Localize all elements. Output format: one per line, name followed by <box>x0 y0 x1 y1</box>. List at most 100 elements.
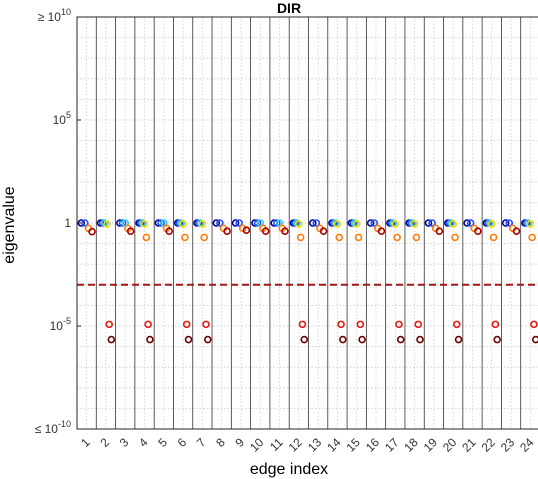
eigenvalue-point <box>526 220 535 228</box>
eigenvalue-point <box>333 220 342 228</box>
eigenvalue-point <box>312 219 321 227</box>
eigenvalue-point <box>531 335 538 344</box>
eigenvalue-point <box>463 219 471 227</box>
eigenvalue-point <box>281 227 289 235</box>
eigenvalue-point <box>358 335 366 344</box>
eigenvalue-point <box>223 227 231 235</box>
x-tick-label: 23 <box>498 435 518 455</box>
eigenvalue-point <box>273 219 281 227</box>
eigenvalue-point <box>203 335 212 344</box>
x-tick-label: 12 <box>286 435 306 455</box>
eigenvalue-point <box>295 220 303 228</box>
eigenvalue-point <box>474 227 482 235</box>
eigenvalue-point <box>396 335 405 344</box>
x-tick-label: 8 <box>213 435 228 450</box>
eigenvalue-point <box>242 226 251 234</box>
eigenvalue-point <box>308 219 317 227</box>
eigenvalue-point <box>356 320 365 329</box>
x-tick-label: 13 <box>305 435 325 455</box>
x-tick-label: 2 <box>97 435 112 450</box>
eigenvalue-point <box>107 335 116 344</box>
eigenvalue-point <box>393 233 401 242</box>
x-tick-label: 7 <box>194 435 209 450</box>
eigenvalue-point <box>157 219 165 227</box>
x-tick-label: 15 <box>344 435 364 455</box>
eigenvalue-point <box>530 320 538 329</box>
eigenvalue-point <box>466 219 475 227</box>
x-tick-label: 20 <box>440 435 460 455</box>
eigenvalue-point <box>424 219 433 227</box>
eigenvalue-point <box>105 320 113 329</box>
eigenvalue-point <box>493 335 501 344</box>
eigenvalue-point <box>505 219 514 227</box>
eigenvalue-point <box>181 233 189 242</box>
eigenvalue-point <box>179 220 187 228</box>
edge-separators <box>86 17 531 429</box>
eigenvalue-point <box>339 335 347 344</box>
y-tick-label: 105 <box>53 110 71 127</box>
eigenvalue-point <box>435 227 444 235</box>
x-tick-label: 16 <box>363 435 383 455</box>
eigenvalue-point <box>103 220 111 228</box>
eigenvalue-point <box>414 320 423 329</box>
x-tick-label: 5 <box>155 435 170 450</box>
eigenvalue-point <box>212 219 221 227</box>
eigenvalue-point <box>300 335 309 344</box>
x-tick-label: 17 <box>382 435 402 455</box>
eigenvalue-point <box>449 220 457 228</box>
x-tick-label: 9 <box>232 435 247 450</box>
x-tick-label: 18 <box>401 435 421 455</box>
eigenvalue-point <box>512 227 521 235</box>
y-tick-label: ≤ 10-10 <box>35 419 71 436</box>
y-tick-labels: ≥ 1010 105 1 10-5 ≤ 10-10 <box>35 7 81 436</box>
eigenvalue-point <box>528 233 536 242</box>
chart-title: DIR <box>277 0 301 16</box>
eigenvalue-point <box>366 219 375 227</box>
y-tick-label: 10-5 <box>50 316 71 333</box>
data-points <box>77 219 538 344</box>
eigenvalue-point <box>370 219 379 227</box>
x-tick-label: 6 <box>175 435 190 450</box>
x-tick-label: 11 <box>267 435 286 454</box>
eigenvalue-point <box>412 233 421 242</box>
x-tick-label: 3 <box>117 435 132 450</box>
y-tick-label: 1 <box>64 216 71 230</box>
eigenvalue-point <box>253 219 262 227</box>
eigenvalue-point <box>337 320 345 329</box>
eigenvalue-point <box>391 220 400 228</box>
eigenvalue-point <box>261 227 270 235</box>
x-tick-label: 10 <box>247 435 267 455</box>
x-axis-label: edge index <box>250 461 328 478</box>
x-tick-label: 24 <box>517 435 537 455</box>
eigenvalue-point <box>377 227 386 235</box>
eigenvalue-point <box>489 233 498 242</box>
x-tick-labels: 1 2 3 4 5 6 7 8 9 10 11 12 13 14 15 16 17 18 19 20 21 22 23 24 <box>78 435 537 455</box>
eigenvalue-point <box>452 320 461 329</box>
y-axis-label: eigenvalue <box>1 186 18 264</box>
eigenvalue-point <box>231 219 240 227</box>
eigenvalue-point <box>118 219 127 227</box>
x-tick-label: 19 <box>421 435 441 455</box>
eigenvalue-point <box>126 227 135 235</box>
x-tick-label: 21 <box>459 435 479 455</box>
eigenvalue-point <box>81 219 89 227</box>
eigenvalue-point <box>200 233 208 242</box>
x-tick-label: 22 <box>479 435 499 455</box>
eigenvalue-point <box>165 227 174 235</box>
eigenvalue-point <box>296 233 305 242</box>
eigenvalue-point <box>352 220 361 228</box>
eigenvalue-point <box>184 335 193 344</box>
eigenvalue-point <box>410 220 419 228</box>
eigenvalue-point <box>298 320 307 329</box>
eigenvalue-point <box>354 233 363 242</box>
eigenvalue-point <box>216 219 224 227</box>
eigenvalue-point <box>235 219 243 227</box>
eigenvalue-point <box>487 220 496 228</box>
eigenvalue-point <box>319 227 328 235</box>
y-tick-label: ≥ 1010 <box>38 7 71 24</box>
eigenvalue-point <box>198 220 207 228</box>
x-tick-label: 14 <box>324 435 344 455</box>
x-tick-label: 4 <box>136 435 151 450</box>
eigenvalue-point <box>416 335 424 344</box>
